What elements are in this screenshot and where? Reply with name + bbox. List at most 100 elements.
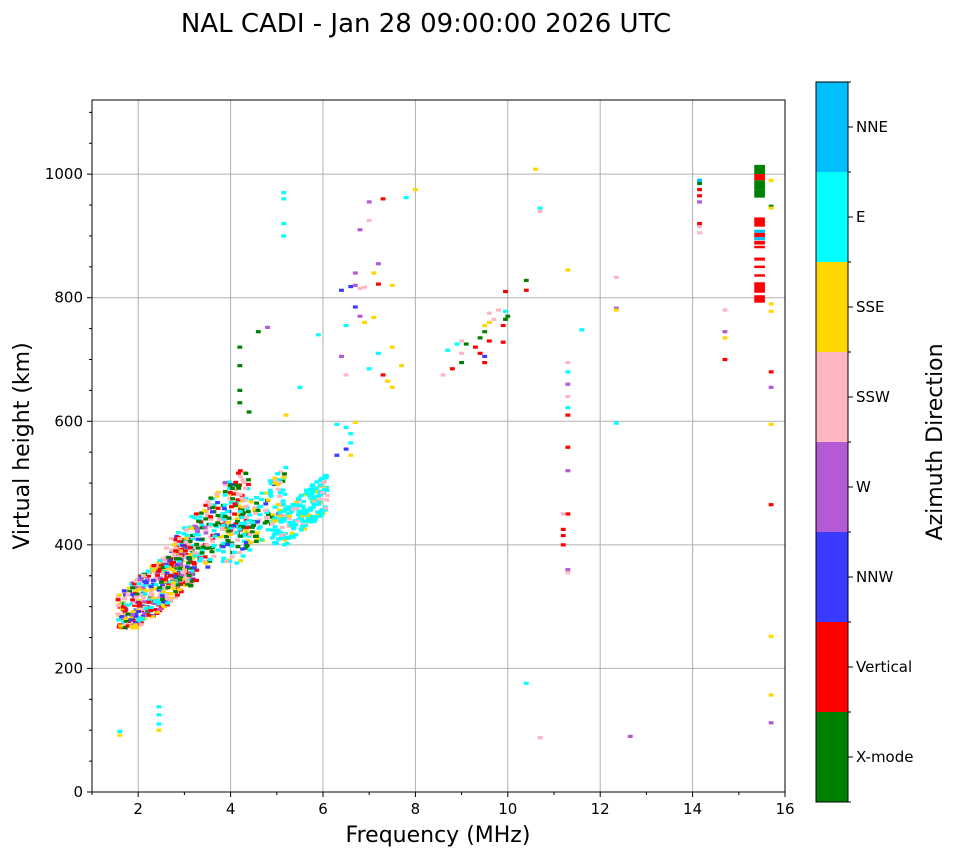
echo-mark <box>161 579 167 584</box>
echo-mark <box>237 401 243 405</box>
echo-mark <box>161 605 167 609</box>
echo-mark <box>482 323 488 328</box>
echo-mark <box>505 314 511 318</box>
echo-block <box>754 189 765 198</box>
x-tick-label: 12 <box>591 800 610 818</box>
echo-mark <box>189 573 195 577</box>
colorbar-swatch <box>816 352 848 442</box>
echo-mark <box>259 497 264 502</box>
echo-mark <box>296 509 302 514</box>
echo-mark <box>238 559 244 563</box>
echo-mark <box>237 492 243 496</box>
echo-mark <box>385 379 391 383</box>
echo-mark <box>153 599 158 603</box>
echo-mark <box>268 494 274 498</box>
echo-mark <box>173 552 179 556</box>
echo-mark <box>184 582 190 586</box>
echo-mark <box>203 528 209 532</box>
echo-mark <box>454 342 460 346</box>
echo-mark <box>175 581 181 585</box>
echo-mark <box>366 200 372 204</box>
echo-mark <box>279 501 285 505</box>
echo-mark <box>221 556 227 560</box>
echo-mark <box>133 614 139 618</box>
echo-mark <box>300 514 306 518</box>
echo-mark <box>181 580 187 584</box>
echo-mark <box>277 530 283 534</box>
echo-mark <box>272 505 278 509</box>
echo-mark <box>211 503 217 507</box>
echo-mark <box>449 367 455 371</box>
echo-mark <box>459 351 465 355</box>
echo-mark <box>280 509 286 513</box>
y-tick-label: 1000 <box>45 165 83 183</box>
echo-mark <box>339 354 344 359</box>
echo-mark <box>253 522 259 526</box>
colorbar-label: Azimuth Direction <box>923 343 948 540</box>
echo-mark <box>281 191 287 195</box>
echo-mark <box>288 523 294 528</box>
echo-mark <box>208 515 213 519</box>
echo-mark <box>135 592 141 596</box>
echo-mark <box>183 549 188 553</box>
echo-mark <box>255 508 261 513</box>
echo-mark <box>222 514 228 519</box>
echo-mark <box>473 345 478 349</box>
echo-mark <box>130 598 136 602</box>
echo-mark <box>138 576 144 580</box>
echo-mark <box>565 406 571 410</box>
echo-mark <box>257 505 263 509</box>
echo-mark <box>238 499 244 503</box>
echo-mark <box>371 271 377 275</box>
echo-mark <box>768 178 774 182</box>
echo-mark <box>244 525 250 530</box>
echo-mark <box>177 537 183 541</box>
echo-mark <box>224 559 229 564</box>
y-tick-label: 0 <box>73 783 83 801</box>
echo-mark <box>194 568 200 572</box>
echo-mark <box>286 517 292 521</box>
echo-mark <box>248 540 254 545</box>
y-axis: 0 200 400 600 800 1000 <box>45 111 92 801</box>
echo-mark <box>190 556 196 560</box>
echo-mark <box>322 480 328 484</box>
echo-mark <box>167 559 173 563</box>
echo-mark <box>186 561 192 565</box>
echo-mark <box>183 540 189 544</box>
echo-mark <box>242 505 248 509</box>
echo-mark <box>245 487 251 491</box>
echo-mark <box>175 530 181 535</box>
echo-mark <box>440 373 446 377</box>
echo-mark <box>150 578 156 582</box>
echo-mark <box>115 603 121 608</box>
echo-mark <box>203 561 209 565</box>
echo-mark <box>240 547 246 551</box>
echo-mark <box>697 225 702 229</box>
echo-mark <box>121 589 127 593</box>
echo-mark <box>207 557 213 562</box>
echo-mark <box>357 314 363 318</box>
echo-mark <box>171 586 177 591</box>
echo-mark <box>281 513 286 518</box>
echo-mark <box>123 619 129 623</box>
x-axis: 2 4 6 8 10 12 14 16 <box>91 792 795 818</box>
echo-mark <box>277 514 283 518</box>
echo-mark <box>140 607 146 611</box>
echo-mark <box>165 601 170 605</box>
echo-mark <box>157 559 163 563</box>
echo-mark <box>301 492 307 497</box>
echo-mark <box>158 563 164 567</box>
echo-mark <box>250 525 255 529</box>
echo-mark <box>199 537 205 541</box>
echo-mark <box>152 608 158 612</box>
echo-mark <box>339 288 344 292</box>
y-axis-label: Virtual height (km) <box>10 342 35 549</box>
echo-mark <box>324 493 330 497</box>
echo-mark <box>285 506 291 510</box>
echo-mark <box>140 617 146 621</box>
echo-mark <box>291 507 297 511</box>
echo-mark <box>151 566 157 570</box>
echo-mark <box>237 509 243 514</box>
echo-mark <box>277 494 283 498</box>
